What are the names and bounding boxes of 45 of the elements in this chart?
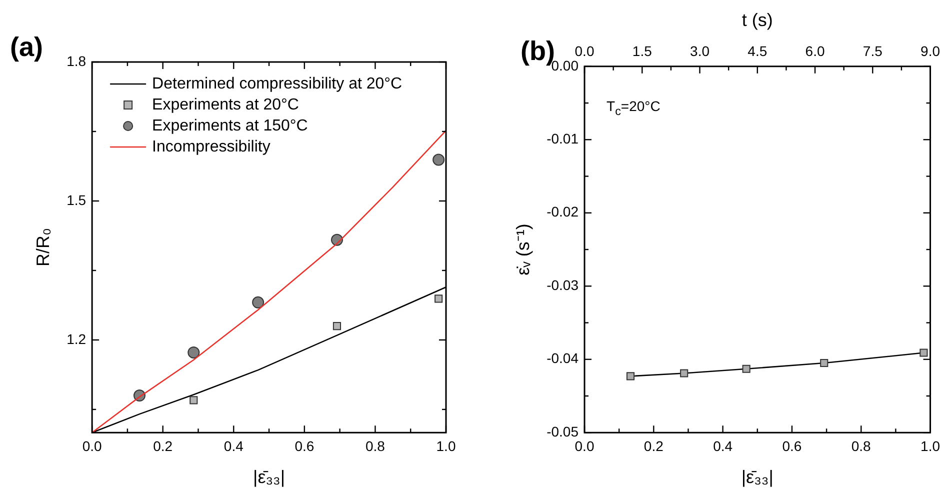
x2-tick-label: 9.0 <box>920 42 940 59</box>
x-axis-title: |ε̄₃₃| <box>741 467 774 488</box>
point <box>190 396 198 404</box>
x-tick-label: 0.2 <box>153 438 173 454</box>
x2-tick-label: 3.0 <box>690 42 710 59</box>
y-tick-label: 1.8 <box>66 52 86 69</box>
y-tick-label: -0.02 <box>546 204 579 220</box>
x-tick-label: 0.8 <box>365 438 386 454</box>
y-tick-label: 1.5 <box>66 192 86 208</box>
x2-axis-title: t (s) <box>742 10 773 30</box>
legend-label: Determined compressibility at 20°C <box>152 75 402 92</box>
legend-label: Experiments at 20°C <box>152 96 299 114</box>
y-tick-label: -0.01 <box>546 130 579 146</box>
point <box>252 296 264 308</box>
y-tick-label: -0.05 <box>546 423 579 440</box>
x-tick-label: 0.6 <box>782 438 802 454</box>
x-tick-label: 0.4 <box>224 438 244 454</box>
x2-tick-label: 7.5 <box>862 42 883 59</box>
x-tick-label: 0.8 <box>851 438 872 454</box>
y-tick-label: -0.03 <box>546 276 579 293</box>
annotation: T$_{c}$=20°C <box>606 98 660 118</box>
point <box>188 346 200 358</box>
x2-tick-label: 1.5 <box>632 42 652 59</box>
x2-tick-label: 6.0 <box>805 42 825 59</box>
point <box>432 154 445 166</box>
x-tick-label: 0.0 <box>574 438 594 454</box>
text: (b) <box>520 36 555 66</box>
x-tick-label: 0.2 <box>644 438 664 454</box>
y-tick-label: 1.2 <box>66 330 86 347</box>
x-tick-label: 0.4 <box>713 438 733 454</box>
legend-label: Incompressibility <box>152 138 270 156</box>
x-tick-label: 1.0 <box>436 438 456 454</box>
x-tick-label: 1.0 <box>920 438 940 454</box>
point <box>434 294 443 303</box>
legend-label: Experiments at 150°C <box>152 117 308 134</box>
x2-tick-label: 4.5 <box>748 42 768 59</box>
point <box>332 322 342 330</box>
x2-tick-label: 0.0 <box>574 42 594 59</box>
text: (a) <box>10 32 44 63</box>
y-axis-title: R/R₀ <box>32 228 53 267</box>
x-tick-label: 0.6 <box>294 438 314 454</box>
x-axis-title: |ε̄₃₃| <box>253 467 286 488</box>
y-axis-title: ε̇ᵥ (s⁻¹) <box>512 224 533 276</box>
y-tick-label: -0.04 <box>546 350 579 366</box>
x-tick-label: 0.0 <box>82 438 102 454</box>
